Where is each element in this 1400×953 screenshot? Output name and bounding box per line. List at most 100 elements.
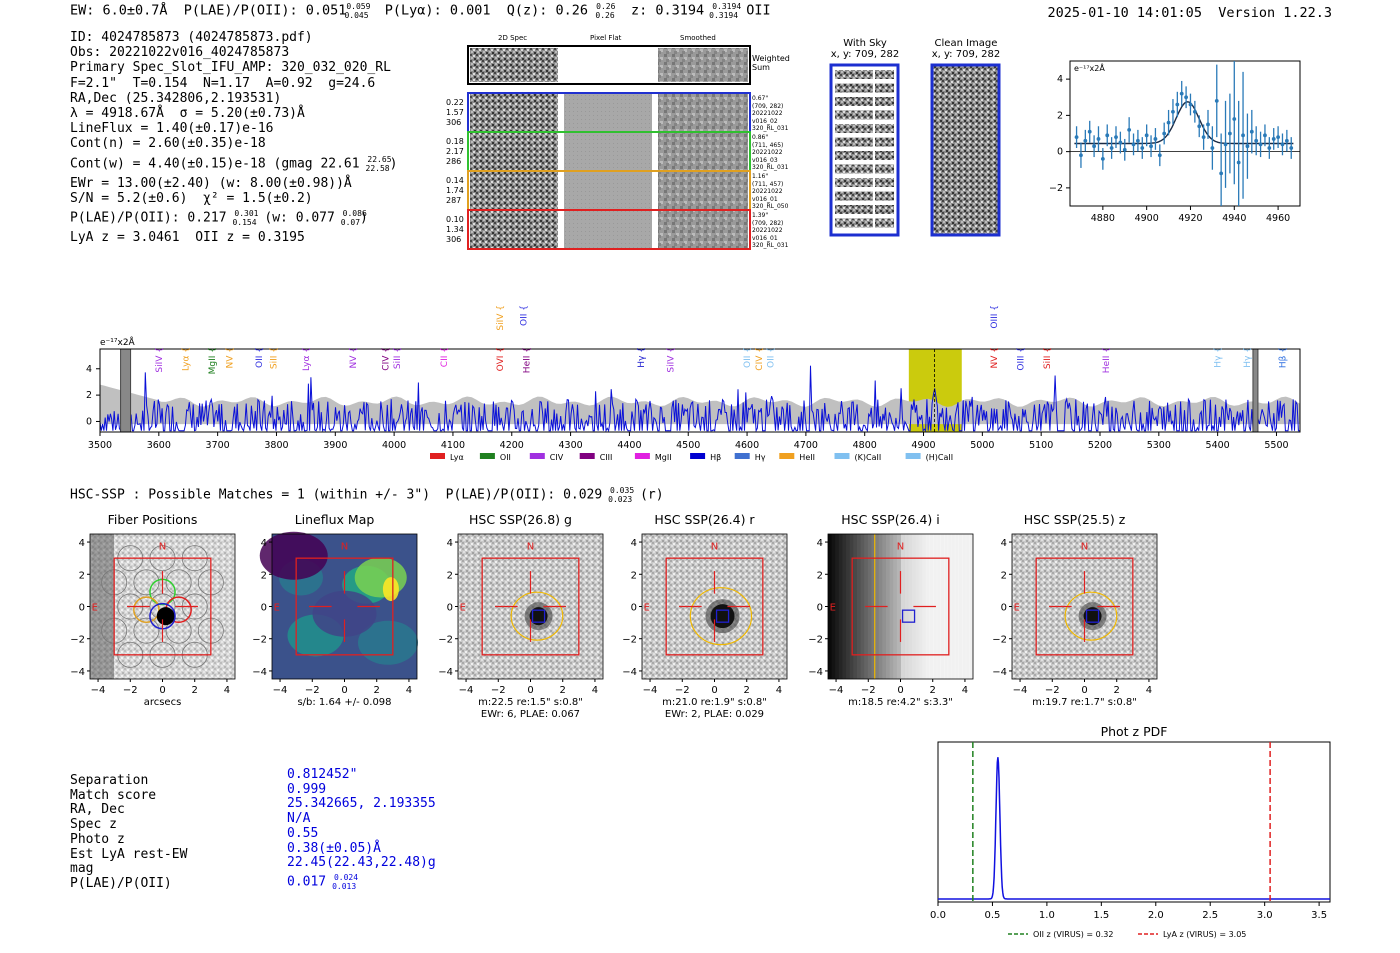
hsc-panel-title: Lineflux Map (294, 512, 375, 527)
legend-label: Hγ (755, 453, 766, 462)
row-pixelflat (564, 133, 652, 170)
row-right-value: 20221022 (752, 149, 783, 156)
fit-point (1223, 142, 1228, 147)
spectrum-ytick-label: 4 (86, 364, 92, 375)
hsc-panel-image: N E 4 2 0 −2 −4 −4 −2 0 2 4 m:19.7 re:1.7" s:0.8" (992, 533, 1158, 708)
panel-ytick-label: −2 (438, 635, 453, 646)
panel-caption-2: EWr: 6, PLAE: 0.067 (481, 709, 580, 720)
match-value: 22.45(22.43,22.48)g (287, 855, 436, 871)
source-core (529, 607, 548, 626)
fit-point (1289, 146, 1294, 150)
row-left-value: 306 (446, 118, 462, 127)
i-band-gradient (962, 534, 967, 679)
fit-point (1214, 98, 1219, 103)
fit-point (1245, 144, 1250, 149)
panel-ytick-label: 2 (261, 570, 267, 581)
hsc-panel-title: HSC SSP(25.5) z (1023, 512, 1126, 527)
panel-caption: arcsecs (144, 697, 182, 708)
panel-xtick-label: 4 (224, 685, 230, 696)
spectrum-xtick-label: 4900 (911, 440, 935, 451)
row-right-value: 0.67" (752, 95, 769, 102)
row-smoothed (658, 133, 748, 170)
fit-xtick-label: 4900 (1135, 213, 1159, 224)
summary-text: EW: 6.0±0.7Å P(LAE)/P(OII): 0.051 (70, 2, 347, 19)
row-left-value: 0.22 (446, 98, 464, 107)
panel-xtick-label: 4 (776, 685, 782, 696)
fit-point (1074, 135, 1079, 140)
panel-xtick-label: −4 (643, 685, 658, 696)
spectral-line-label: MgII { (208, 347, 218, 374)
fit-point (1087, 129, 1092, 134)
panel-xtick-label: 4 (962, 685, 968, 696)
cutout-panel: 2D Spec Pixel Flat Smoothed (440, 30, 820, 255)
i-band-gradient (857, 534, 862, 679)
north-label: N (527, 541, 534, 552)
spectral-line-label: SiII { (393, 347, 403, 369)
spectrum-ytick-label: 2 (86, 390, 92, 401)
with-sky-xy: x, y: 709, 282 (830, 49, 900, 60)
legend-swatch (529, 453, 545, 459)
row-smoothed (658, 94, 748, 131)
panel-xtick-label: 0 (711, 685, 717, 696)
i-band-gradient (947, 534, 952, 679)
hsc-panel-image: N E 4 2 0 −2 −4 −4 −2 0 2 4 s/b: 1.64 +/- 0.098 (252, 531, 418, 708)
match-marker (715, 609, 730, 623)
spectral-line-label-top: OII { (520, 305, 530, 326)
line-fit-chart: 4880 4900 4920 4940 4960 −2 0 2 4 e⁻¹⁷x2Å (1049, 60, 1301, 224)
sky-stripe (835, 97, 894, 106)
panel-xtick-label: −4 (91, 685, 106, 696)
panel-ytick-label: 0 (631, 603, 637, 614)
row-right-value: (711, 457) (752, 180, 784, 188)
spectrum-xtick-label: 4500 (676, 440, 700, 451)
sky-stripe (835, 124, 894, 133)
panel-ytick-label: 0 (447, 603, 453, 614)
panel-ytick-label: 2 (1001, 570, 1007, 581)
pdf-title: Phot z PDF (1101, 724, 1168, 739)
panel-ytick-label: −4 (808, 667, 823, 678)
spectrum-xtick-label: 5500 (1264, 440, 1288, 451)
hsc-title-line: HSC-SSP : Possible Matches = 1 (within +… (70, 486, 664, 504)
spectrum-ylabel: e⁻¹⁷x2Å (100, 336, 136, 348)
aperture-ellipse (689, 587, 753, 646)
hsc-panel: HSC SSP(26.4) i N E 4 2 0 −2 −4 −4 −2 0 2 4 m:18.5 re… (808, 512, 988, 727)
sky-stripe (835, 178, 894, 187)
row-smoothed (658, 172, 748, 209)
contw-sup: 22.65 (367, 154, 392, 164)
panel-xtick-label: −2 (861, 685, 876, 696)
i-band-gradient (965, 534, 970, 679)
fit-point (1201, 135, 1206, 140)
panel-xtick-label: 0 (527, 685, 533, 696)
row-left-label: 0.10 1.34 306 (446, 215, 464, 245)
panel-ytick-label: −4 (622, 667, 637, 678)
match-label: Separation (70, 773, 149, 788)
fit-xtick-label: 4920 (1178, 213, 1202, 224)
summary-line: EW: 6.0±0.7Å P(LAE)/P(OII): 0.0510.0590.… (70, 2, 771, 20)
fit-point (1184, 95, 1188, 100)
fiber-circle (133, 617, 160, 644)
fit-point (1171, 109, 1175, 114)
match-value: 25.342665, 2.193355 (287, 796, 436, 812)
spectral-line-label-top: SiIV { (496, 305, 506, 331)
panel-xtick-label: −4 (273, 685, 288, 696)
hsc-panel-image: N E 4 2 0 −2 −4 −4 −2 0 2 4 m:21.0 re:1.9" s:0.8"EWr… (622, 533, 788, 720)
row-right-value: 1.39" (752, 212, 769, 219)
match-label: mag (70, 861, 94, 877)
sky-gap (835, 79, 894, 84)
i-band-gradient (936, 534, 941, 679)
east-label: E (644, 603, 650, 614)
fit-point (1127, 127, 1132, 132)
legend-label: (H)CaII (926, 453, 953, 462)
sky-gap (835, 106, 894, 111)
legend-label: Lyα (450, 453, 464, 462)
spectrum-xtick-label: 4200 (500, 440, 524, 451)
match-plae-sup: 0.024 (333, 872, 359, 882)
fit-point (1083, 138, 1088, 143)
match-plae-sub: 0.013 (332, 881, 357, 891)
fit-point (1140, 146, 1145, 150)
row-right-value: (711, 465) (752, 141, 784, 149)
panel-ytick-label: 4 (447, 538, 453, 549)
legend-swatch (634, 453, 650, 459)
row-right-value: 20221022 (752, 110, 783, 117)
plya-text: P(Lyα): 0.001 Q(z): 0.26 (384, 2, 588, 19)
spectral-line-label: OII { (767, 347, 777, 368)
